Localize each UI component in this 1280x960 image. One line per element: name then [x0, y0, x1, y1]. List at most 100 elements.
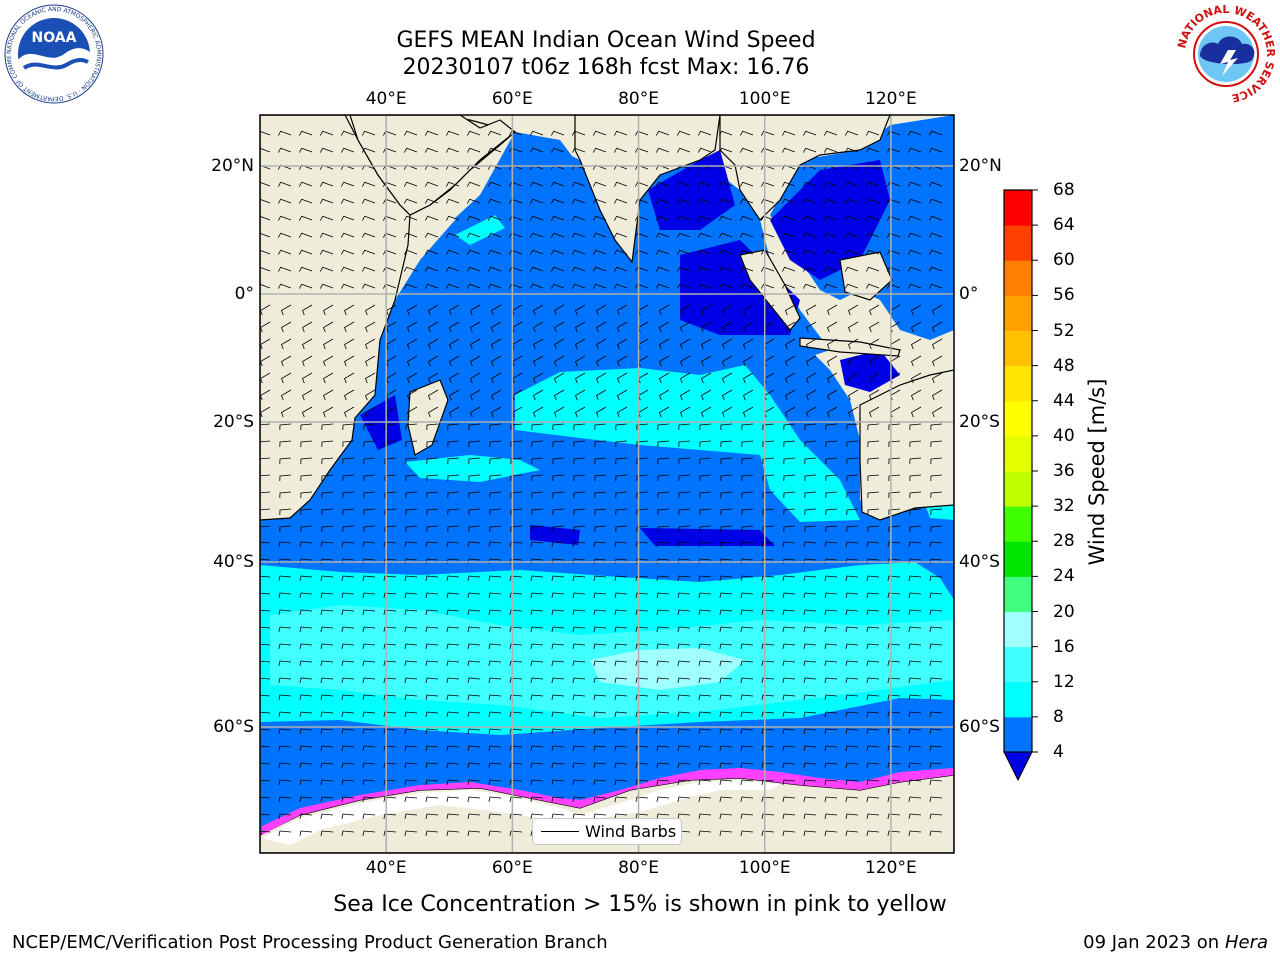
- wind-barb: [930, 491, 943, 499]
- wind-barb: [407, 389, 418, 401]
- wind-barb: [911, 321, 922, 333]
- wind-barb: [848, 338, 859, 350]
- wind-barb: [614, 677, 628, 683]
- wind-barb: [383, 694, 397, 700]
- wind-barb: [445, 198, 460, 204]
- wind-barb: [677, 575, 691, 581]
- wind-barb: [720, 457, 733, 465]
- wind-barb: [509, 694, 523, 700]
- wind-barb: [592, 181, 607, 187]
- wind-barb: [279, 508, 292, 516]
- wind-barb: [277, 130, 292, 136]
- wind-barb: [341, 677, 355, 683]
- wind-barb: [260, 249, 271, 255]
- wind-barb: [634, 181, 649, 187]
- wind-barb: [573, 474, 586, 482]
- wind-barb: [445, 215, 460, 221]
- colorbar-segment: [1004, 506, 1032, 542]
- wind-barb: [593, 541, 607, 547]
- wind-barb: [782, 609, 796, 615]
- wind-barb: [827, 355, 838, 367]
- wind-barb: [806, 389, 817, 401]
- wind-barb: [866, 796, 880, 802]
- wind-barb: [572, 694, 586, 700]
- wind-barb: [929, 796, 943, 802]
- wind-barb: [908, 813, 922, 819]
- wind-barb: [404, 796, 418, 802]
- wind-barb: [720, 440, 733, 448]
- wind-barb: [533, 338, 544, 350]
- wind-barb: [932, 355, 943, 367]
- wind-barb: [697, 198, 712, 204]
- wind-barb: [428, 355, 439, 367]
- wind-barb: [657, 491, 670, 499]
- wind-barb: [845, 694, 859, 700]
- wind-barb: [467, 711, 481, 717]
- map-gridlines: [260, 115, 954, 853]
- wind-barb: [760, 130, 775, 136]
- wind-barb: [613, 215, 628, 221]
- wind-barb: [575, 321, 586, 333]
- wind-barb: [302, 321, 313, 333]
- wind-barb: [467, 728, 481, 734]
- wind-barb: [596, 338, 607, 350]
- wind-barb: [446, 796, 460, 802]
- wind-barb: [425, 660, 439, 666]
- wind-barb: [825, 474, 838, 482]
- wind-barb: [866, 541, 880, 547]
- colorbar-tick-label: 36: [1053, 461, 1075, 481]
- wind-barb: [740, 592, 754, 598]
- wind-barb: [909, 457, 922, 465]
- wind-barb: [887, 677, 901, 683]
- wind-barb: [741, 423, 754, 431]
- colorbar-tick-label: 4: [1053, 742, 1064, 762]
- wind-barb: [782, 643, 796, 649]
- wind-barb: [488, 762, 502, 768]
- wind-barb: [635, 643, 649, 649]
- wind-barb: [446, 694, 460, 700]
- wind-barb: [596, 372, 607, 384]
- wind-barb: [844, 130, 859, 136]
- wind-barb: [279, 474, 292, 482]
- wind-barb: [824, 575, 838, 581]
- wind-barb: [277, 198, 292, 204]
- wind-barb: [575, 338, 586, 350]
- wind-barb: [550, 283, 565, 289]
- wind-barb: [908, 575, 922, 581]
- wind-barb: [342, 491, 355, 499]
- wind-barb: [719, 677, 733, 683]
- wind-barb: [741, 525, 754, 533]
- wind-barb: [678, 440, 691, 448]
- wind-barb: [866, 575, 880, 581]
- wind-barb: [383, 660, 397, 666]
- calm-patch-timor: [840, 350, 900, 392]
- wind-barb: [466, 249, 481, 255]
- wind-barb: [470, 372, 481, 384]
- wind-barb: [340, 164, 355, 170]
- wind-barb: [278, 779, 292, 785]
- wind-barb: [656, 660, 670, 666]
- wind-barb: [762, 457, 775, 465]
- wind-barb: [529, 283, 544, 289]
- wind-barb: [803, 745, 817, 751]
- wind-barb: [342, 440, 355, 448]
- nws-logo: NATIONAL WEATHER SERVICE: [1176, 4, 1276, 104]
- wind-barb: [488, 796, 502, 802]
- wind-barb: [445, 283, 460, 289]
- land-arabia: [349, 115, 516, 216]
- wind-barb: [614, 745, 628, 751]
- colorbar-tick-label: 56: [1053, 285, 1075, 306]
- wind-barb: [635, 813, 649, 819]
- wind-barb: [680, 321, 691, 333]
- wind-barb: [510, 457, 523, 465]
- wind-barb: [299, 830, 313, 836]
- wind-barb: [384, 457, 397, 465]
- wind-barb: [529, 130, 544, 136]
- wind-barb: [320, 592, 334, 598]
- wind-barb: [572, 609, 586, 615]
- wind-barb: [487, 232, 502, 238]
- wind-barb: [844, 181, 859, 187]
- wind-barb: [699, 508, 712, 516]
- wind-barb: [655, 181, 670, 187]
- wind-barb: [656, 626, 670, 632]
